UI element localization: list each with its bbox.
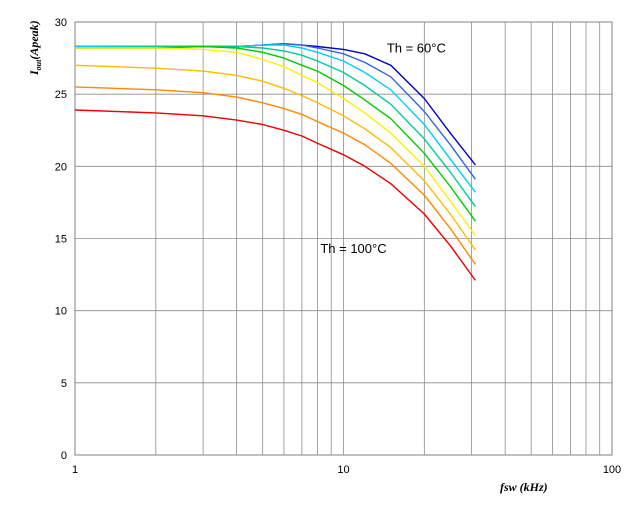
y-tick-label: 20 (55, 161, 67, 173)
series-line-6 (75, 47, 476, 237)
annotation-th-100: Th = 100°C (320, 241, 386, 256)
y-tick-label: 15 (55, 234, 67, 246)
y-tick-label: 5 (61, 378, 67, 390)
x-tick-label: 1 (72, 464, 78, 476)
tick-labels: 0 5 10 15 20 25 30 1 10 100 (55, 17, 621, 476)
x-axis-title: fsw (kHz) (500, 480, 548, 494)
series-line-5 (75, 45, 476, 222)
series-line-7 (74, 64, 476, 251)
x-tick-label: 100 (603, 464, 621, 476)
grid (75, 22, 612, 455)
series-line-9 (74, 109, 476, 281)
y-tick-label: 30 (55, 17, 67, 29)
series-group (74, 43, 476, 281)
series-line-8 (74, 86, 476, 265)
y-tick-label: 25 (55, 89, 67, 101)
annotation-th-60: Th = 60°C (387, 40, 446, 55)
x-tick-label: 10 (337, 464, 349, 476)
y-tick-label: 10 (55, 306, 67, 318)
y-tick-label: 0 (61, 450, 67, 462)
y-axis-title: Iout(Apeak) (27, 20, 43, 76)
